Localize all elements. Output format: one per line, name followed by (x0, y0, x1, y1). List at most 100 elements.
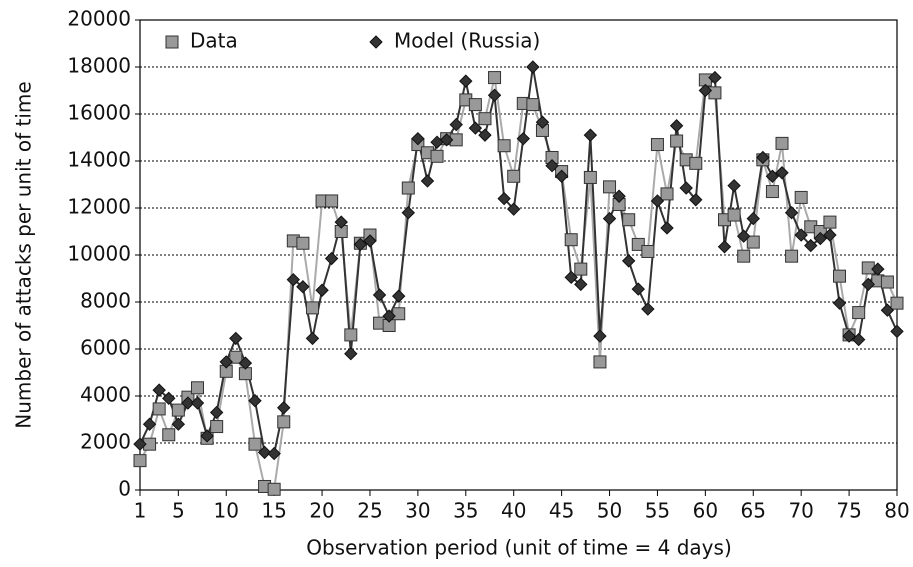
marker (296, 236, 310, 250)
x-tick-label: 40 (501, 499, 526, 523)
marker (593, 329, 607, 343)
marker (775, 136, 789, 150)
marker (507, 202, 521, 216)
marker (420, 174, 435, 188)
marker (267, 446, 281, 461)
marker (852, 306, 866, 320)
marker (631, 237, 645, 251)
x-tick-label: 55 (645, 499, 670, 523)
marker (689, 193, 703, 207)
marker (401, 205, 416, 220)
marker (784, 205, 799, 220)
marker (181, 396, 195, 410)
y-axis-label: Number of attacks per unit of time (12, 81, 36, 428)
marker (142, 417, 157, 431)
marker (267, 482, 281, 496)
x-tick-label: 50 (597, 499, 622, 523)
marker (411, 131, 425, 146)
marker (277, 401, 291, 415)
marker (622, 213, 636, 227)
marker (392, 289, 406, 303)
marker (171, 403, 185, 417)
x-axis-label: Observation period (unit of time = 4 day… (306, 536, 732, 560)
marker (631, 282, 645, 296)
marker (210, 420, 224, 434)
y-tick-label: 12000 (67, 195, 131, 219)
marker (833, 269, 847, 283)
marker (775, 166, 789, 180)
marker (497, 139, 511, 153)
marker (804, 238, 818, 253)
marker (229, 350, 243, 364)
marker (823, 215, 837, 229)
marker (890, 296, 904, 310)
marker (545, 158, 559, 173)
x-tick-label: 20 (309, 499, 334, 523)
marker (650, 138, 664, 152)
marker (296, 280, 310, 294)
marker (564, 233, 578, 247)
marker (842, 329, 856, 343)
marker (746, 235, 760, 249)
marker (727, 208, 741, 222)
marker (162, 391, 176, 406)
legend-label: Model (Russia) (394, 29, 540, 53)
x-tick-label: 65 (741, 499, 766, 523)
marker (497, 191, 511, 206)
marker (717, 240, 732, 254)
marker (190, 396, 205, 410)
marker (449, 117, 463, 132)
marker (880, 275, 894, 289)
marker (535, 115, 550, 129)
marker (593, 355, 607, 369)
marker (603, 180, 617, 194)
x-tick-label: 35 (453, 499, 478, 523)
marker (286, 272, 301, 287)
marker (746, 211, 760, 226)
marker (737, 249, 751, 263)
marker (344, 346, 358, 361)
x-tick-label: 60 (693, 499, 718, 523)
marker (325, 194, 339, 208)
marker (583, 128, 598, 142)
y-tick-label: 8000 (80, 289, 131, 313)
marker (392, 307, 406, 321)
x-tick-label: 1 (134, 499, 147, 523)
marker (363, 234, 377, 248)
marker (305, 301, 319, 315)
marker (190, 381, 204, 395)
x-tick-label: 5 (172, 499, 185, 523)
marker (238, 356, 253, 370)
marker (133, 437, 147, 451)
marker (133, 454, 147, 468)
marker (468, 98, 482, 112)
marker (516, 131, 530, 146)
marker (736, 229, 751, 243)
marker (171, 417, 186, 431)
marker (526, 98, 540, 112)
y-tick-label: 6000 (80, 336, 131, 360)
marker (641, 244, 655, 258)
marker (851, 332, 866, 347)
y-tick-label: 14000 (67, 148, 131, 172)
marker (823, 228, 837, 242)
marker (660, 221, 674, 235)
marker (612, 189, 626, 203)
marker (353, 237, 368, 252)
marker (459, 74, 473, 88)
y-tick-label: 2000 (80, 430, 131, 454)
x-tick-label: 75 (836, 499, 861, 523)
marker (248, 437, 262, 451)
x-tick-label: 70 (788, 499, 813, 523)
marker (679, 181, 693, 195)
x-tick-label: 25 (357, 499, 382, 523)
marker (382, 309, 396, 323)
marker (315, 283, 329, 297)
marker (554, 169, 569, 183)
legend-marker (369, 35, 383, 49)
marker (439, 133, 454, 147)
marker (248, 393, 262, 408)
marker (574, 277, 588, 292)
marker (861, 277, 875, 292)
